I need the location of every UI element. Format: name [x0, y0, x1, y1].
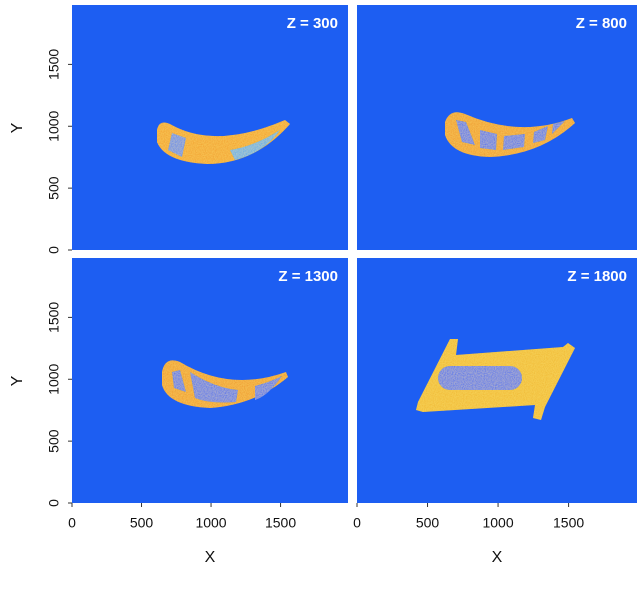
- panel-title: Z = 1800: [567, 268, 627, 285]
- y-tick-label: 0: [46, 246, 62, 254]
- x-tick-label: 1500: [265, 515, 296, 531]
- x-tick-label: 500: [130, 515, 154, 531]
- slice-shape: [157, 120, 290, 164]
- slice-shape: [416, 339, 575, 420]
- y-tick-label: 1000: [46, 110, 62, 141]
- y-axis-label: Y: [9, 375, 26, 386]
- y-tick-label: 1000: [46, 363, 62, 394]
- slice-shape: [162, 360, 288, 408]
- panel-image: [72, 5, 348, 250]
- x-tick-label: 0: [68, 515, 76, 531]
- panel-title: Z = 300: [287, 15, 338, 32]
- y-tick-label: 1500: [46, 49, 62, 80]
- y-tick-label: 500: [46, 429, 62, 453]
- panel-title: Z = 800: [576, 15, 627, 32]
- x-tick-label: 500: [416, 515, 440, 531]
- y-tick-label: 0: [46, 499, 62, 507]
- panel-title: Z = 1300: [278, 268, 338, 285]
- x-tick-label: 1000: [482, 515, 513, 531]
- x-axis-label: X: [492, 549, 503, 566]
- slice-shape: [445, 112, 575, 157]
- y-tick-label: 500: [46, 176, 62, 200]
- x-tick-label: 1500: [553, 515, 584, 531]
- x-tick-label: 0: [353, 515, 361, 531]
- y-axis-label: Y: [9, 122, 26, 133]
- x-axis-label: X: [205, 549, 216, 566]
- x-tick-label: 1000: [195, 515, 226, 531]
- y-tick-label: 1500: [46, 302, 62, 333]
